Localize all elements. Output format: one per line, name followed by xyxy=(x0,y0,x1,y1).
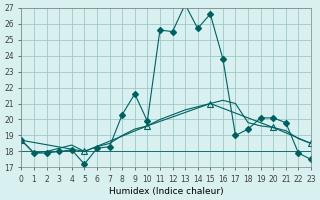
X-axis label: Humidex (Indice chaleur): Humidex (Indice chaleur) xyxy=(109,187,224,196)
